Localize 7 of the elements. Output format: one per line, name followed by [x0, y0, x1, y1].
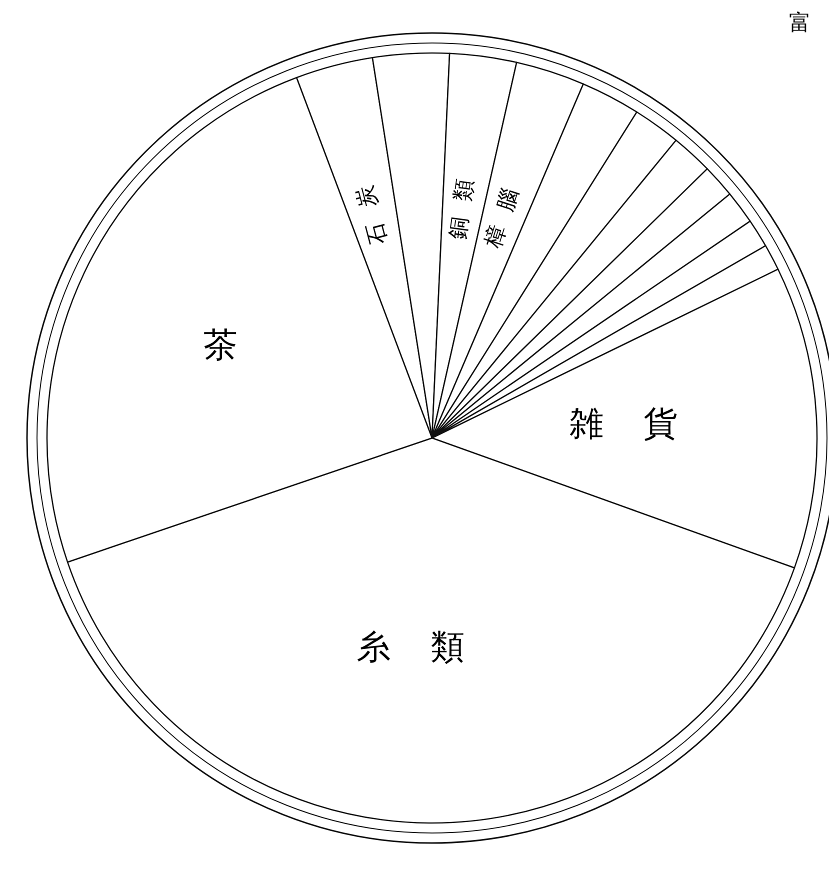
slice-label: 樟腦: [480, 170, 528, 252]
slice-label: 茶: [204, 325, 278, 366]
slice-label: 雑貨: [569, 404, 718, 444]
slice-label: 銅類: [446, 162, 480, 241]
slice-label: 石炭: [348, 167, 392, 248]
text: 富: [789, 11, 811, 36]
slice-label: 糸類: [356, 628, 504, 668]
